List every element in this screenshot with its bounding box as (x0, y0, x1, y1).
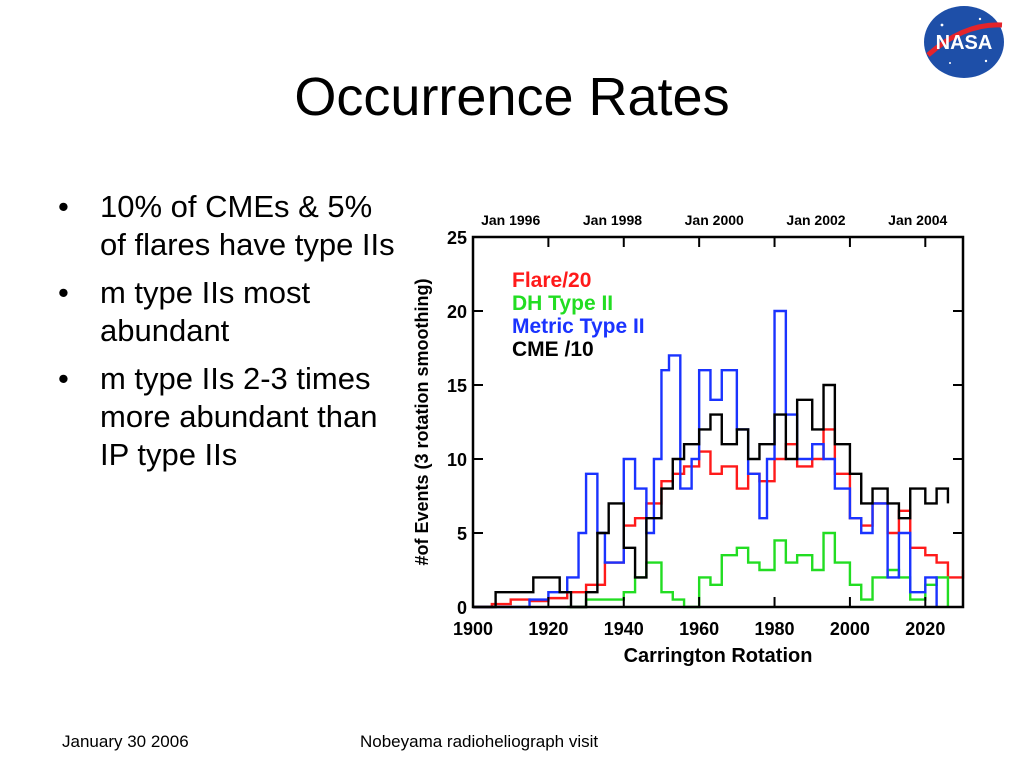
y-tick-label: 10 (447, 450, 467, 470)
x-tick-label: 1960 (679, 619, 719, 639)
bullet-list: • 10% of CMEs & 5% of flares have type II… (58, 188, 398, 484)
series-line-metric-type-ii (473, 309, 938, 609)
bullet-item: • m type IIs most abundant (58, 275, 311, 348)
y-tick-label: 5 (457, 524, 467, 544)
x-tick-label: 1940 (604, 619, 644, 639)
legend-entry: Flare/20 (512, 269, 591, 292)
x-tick-label: 1920 (528, 619, 568, 639)
y-tick-label: 15 (447, 376, 467, 396)
y-tick-label: 25 (447, 228, 467, 248)
series-line-dh-type-ii (567, 531, 950, 609)
top-axis-label: Jan 2004 (888, 212, 947, 228)
slide-title: Occurrence Rates (294, 67, 730, 127)
footer-date: January 30 2006 (62, 732, 189, 751)
series-line-flare-20 (473, 428, 965, 609)
y-tick-label: 0 (457, 598, 467, 618)
top-axis-label: Jan 2000 (685, 212, 744, 228)
top-axis-label: Jan 2002 (786, 212, 845, 228)
bullet-text: 10% of CMEs & 5% of flares have type IIs (100, 189, 395, 262)
nasa-logo: NASA (924, 6, 1004, 78)
plot-frame (471, 235, 965, 609)
svg-text:NASA: NASA (936, 32, 993, 54)
bullet-text: m type IIs 2-3 times more abundant than … (100, 361, 378, 472)
x-tick-label: 1980 (755, 619, 795, 639)
bullet-item: • m type IIs 2-3 times more abundant than… (58, 361, 378, 472)
x-tick-label: 1900 (453, 619, 493, 639)
occurrence-rate-chart: 1900 1920 1940 1960 1980 2000 2020 0 5 10 15 20 25 Ja… (412, 212, 965, 667)
x-axis-label: Carrington Rotation (624, 645, 813, 667)
bullet-item: • 10% of CMEs & 5% of flares have type II… (58, 189, 395, 262)
bullet-text: m type IIs most abundant (100, 275, 311, 348)
top-axis-label: Jan 1996 (481, 212, 540, 228)
legend-entry: CME /10 (512, 338, 594, 361)
footer-event: Nobeyama radioheliograph visit (360, 732, 599, 751)
series-line-cme-10 (473, 383, 950, 609)
y-tick-label: 20 (447, 302, 467, 322)
legend-entry: DH Type II (512, 292, 613, 315)
top-axis-label: Jan 1998 (583, 212, 642, 228)
x-tick-label: 2000 (830, 619, 870, 639)
legend-entry: Metric Type II (512, 315, 645, 338)
y-axis-label: #of Events (3 rotation smoothing) (412, 278, 432, 565)
x-tick-label: 2020 (905, 619, 945, 639)
